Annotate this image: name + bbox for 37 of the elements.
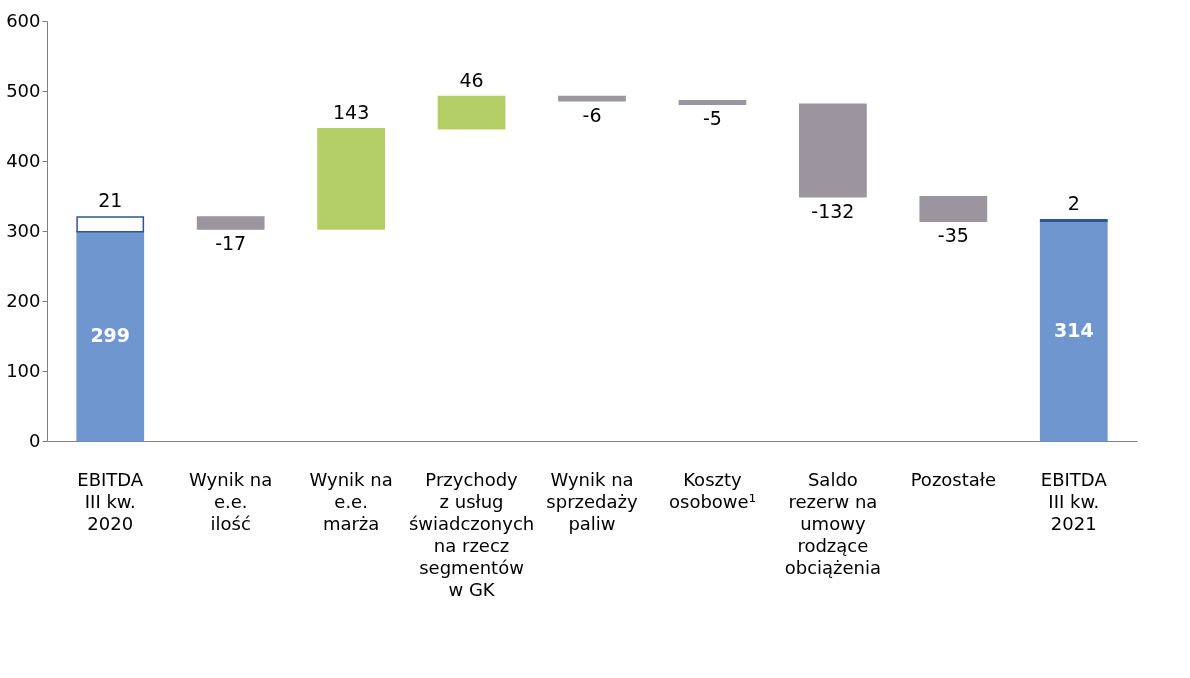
y-tick-label: 100 <box>6 359 41 381</box>
data-label: -132 <box>811 199 855 222</box>
x-tick-label: Wynik na e.e. ilość <box>189 468 273 534</box>
data-label: 314 <box>1053 319 1094 342</box>
bar <box>317 128 385 230</box>
x-tick-label: EBITDA III kw. 2020 <box>77 468 144 534</box>
x-tick-label: Wynik na sprzedaży paliw <box>546 468 638 534</box>
data-label: 143 <box>332 100 370 123</box>
y-tick-label: 300 <box>6 219 41 241</box>
data-label: 2 <box>1067 191 1080 214</box>
y-tick-label: 500 <box>6 79 41 101</box>
bar <box>437 95 506 130</box>
data-label: -6 <box>582 103 602 126</box>
x-tick-label: Przychody z usług świadczonych na rzecz segmentów w GK <box>408 468 535 600</box>
data-label: 46 <box>459 68 484 91</box>
bar <box>799 103 867 198</box>
bar <box>919 195 988 222</box>
data-label: -5 <box>702 107 722 130</box>
bar <box>678 100 747 106</box>
bar <box>196 216 265 230</box>
y-tick-label: 0 <box>29 429 41 451</box>
y-tick-label: 600 <box>6 9 41 31</box>
y-tick-label: 200 <box>6 289 41 311</box>
data-label: 21 <box>98 189 123 211</box>
data-label: -17 <box>215 231 247 254</box>
x-tick-label: EBITDA III kw. 2021 <box>1040 468 1108 534</box>
x-tick-label: Saldo rezerw na umowy rodzące obciążenia <box>784 468 882 578</box>
x-tick-label: Koszty osobowe¹ <box>669 468 756 512</box>
data-label: -35 <box>937 224 969 247</box>
x-tick-label: Pozostałe <box>910 468 996 490</box>
x-tick-label: Wynik na e.e. marża <box>309 468 393 534</box>
bar <box>1039 220 1108 442</box>
bar <box>76 230 145 442</box>
y-tick-label: 400 <box>6 149 41 171</box>
data-label: 299 <box>90 324 131 347</box>
bar <box>76 216 145 233</box>
bar <box>558 95 626 102</box>
